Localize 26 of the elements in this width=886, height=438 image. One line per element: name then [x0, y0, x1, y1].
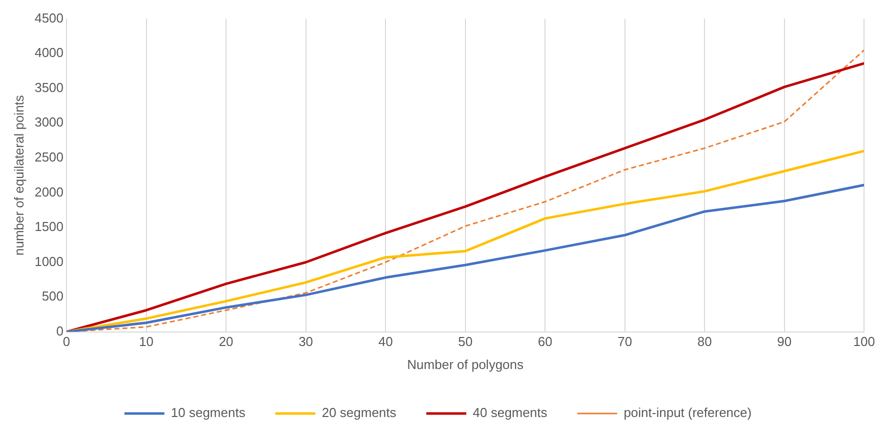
x-tick-label: 40 — [378, 334, 393, 350]
y-tick-label: 4500 — [34, 10, 64, 26]
y-tick-label: 2500 — [34, 149, 64, 164]
legend-label: point-input (reference) — [624, 405, 752, 420]
y-tick-label: 500 — [42, 288, 64, 304]
legend-label: 40 segments — [472, 405, 548, 420]
y-tick-label: 4000 — [34, 45, 64, 60]
legend-label: 20 segments — [322, 405, 397, 420]
x-tick-label: 60 — [538, 334, 552, 350]
y-tick-label: 3000 — [34, 114, 64, 130]
y-tick-label: 3500 — [34, 80, 64, 95]
x-tick-label: 10 — [139, 334, 154, 350]
x-tick-label: 100 — [853, 334, 876, 350]
y-axis-title: number of equilateral points — [11, 94, 26, 256]
x-tick-label: 30 — [298, 334, 314, 350]
x-tick-label: 50 — [458, 334, 473, 350]
y-tick-label: 0 — [56, 323, 64, 338]
y-tick-label: 1500 — [34, 219, 64, 234]
x-axis-title: Number of polygons — [407, 356, 524, 372]
y-tick-label: 1000 — [34, 254, 64, 269]
legend-label: 10 segments — [170, 405, 246, 420]
x-tick-label: 70 — [618, 334, 632, 350]
x-tick-label: 80 — [697, 334, 712, 350]
x-tick-label: 90 — [777, 334, 792, 350]
y-tick-label: 2000 — [34, 184, 64, 200]
x-tick-label: 20 — [218, 334, 234, 350]
